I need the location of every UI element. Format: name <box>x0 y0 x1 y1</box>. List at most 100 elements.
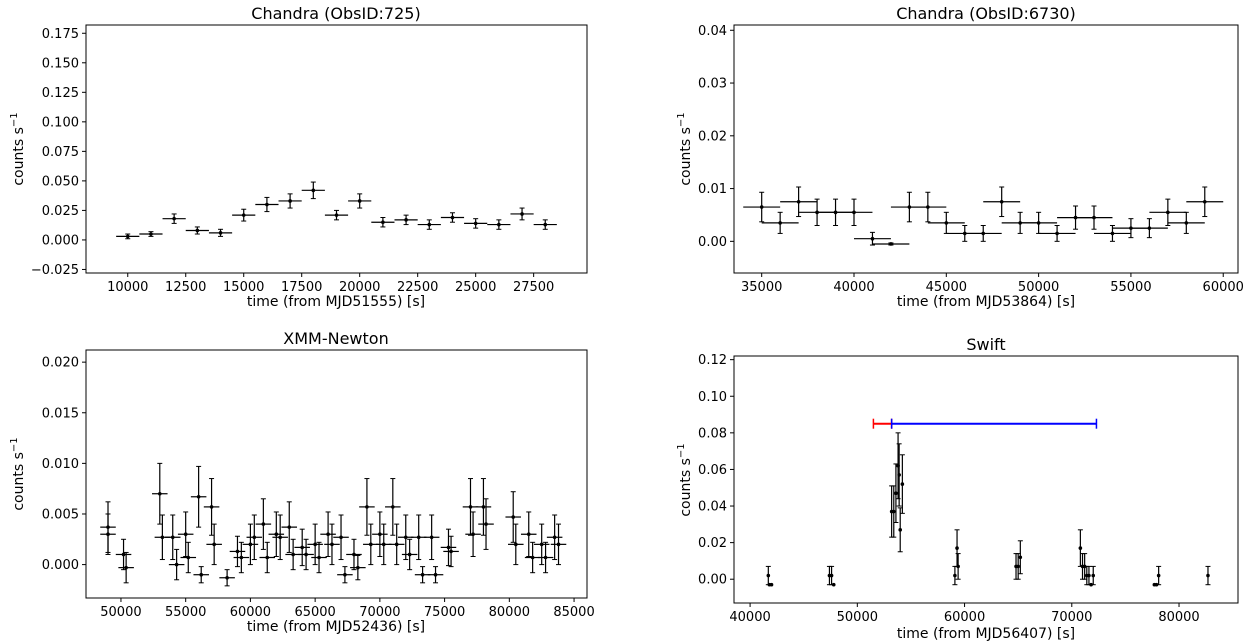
data-marker <box>1073 215 1078 220</box>
data-marker <box>1147 226 1152 230</box>
data-marker <box>330 542 334 547</box>
x-tick-label: 50000 <box>1018 280 1059 295</box>
data-point <box>780 186 818 218</box>
panel-swift: Swift 40000 50000 60000 70000 80000 0.00 0.02 0… <box>676 335 1239 642</box>
data-marker <box>278 535 282 540</box>
data-marker <box>1206 573 1210 578</box>
data-point <box>550 523 567 566</box>
data-marker <box>235 549 240 554</box>
data-marker <box>352 552 356 557</box>
data-point <box>410 514 427 561</box>
data-point <box>281 501 298 553</box>
data-marker <box>186 555 191 560</box>
data-point <box>872 242 910 246</box>
x-tick-label: 60000 <box>944 610 985 625</box>
data-marker <box>248 542 253 547</box>
data-point <box>298 538 314 571</box>
y-tick-label: −0.025 <box>31 263 79 278</box>
data-point <box>206 523 222 566</box>
data-point <box>537 541 554 574</box>
data-point <box>324 209 349 221</box>
data-point <box>765 565 771 586</box>
data-marker <box>956 564 960 569</box>
data-point <box>1167 211 1205 234</box>
data-marker <box>174 562 179 567</box>
data-point <box>465 511 481 557</box>
data-marker <box>291 552 295 557</box>
data-point <box>546 514 563 561</box>
data-point <box>242 523 259 566</box>
data-point <box>116 233 140 240</box>
x-tick-label: 40000 <box>833 280 874 295</box>
x-tick-label: 35000 <box>741 280 782 295</box>
x-tick-label: 12500 <box>165 280 206 295</box>
data-point <box>1090 565 1096 586</box>
y-tick-label: 0.175 <box>42 27 79 42</box>
data-point <box>440 212 465 223</box>
data-marker <box>891 509 896 514</box>
data-marker <box>889 242 893 246</box>
data-marker <box>157 491 162 496</box>
data-marker <box>497 222 501 227</box>
data-point <box>268 511 285 557</box>
data-marker <box>511 515 516 519</box>
data-point <box>372 511 388 557</box>
data-point <box>350 554 366 581</box>
data-marker <box>1202 199 1207 204</box>
data-point <box>1156 565 1162 586</box>
data-point <box>118 551 134 584</box>
data-marker <box>796 199 801 204</box>
data-marker <box>1087 573 1091 578</box>
data-point <box>259 541 276 574</box>
data-marker <box>429 535 434 540</box>
panel-marks: 50000 55000 60000 65000 70000 75000 80000 85000… <box>42 356 595 620</box>
x-axis-label: time (from MJD52436) [s] <box>247 619 425 635</box>
y-tick-label: 0.02 <box>698 129 727 144</box>
data-marker <box>241 213 246 217</box>
data-marker <box>944 221 949 225</box>
data-marker <box>450 215 455 220</box>
data-marker <box>365 505 369 509</box>
x-tick-label: 55000 <box>1110 280 1151 295</box>
x-tick-label: 50000 <box>100 605 141 620</box>
data-marker <box>446 545 451 550</box>
data-point <box>203 478 220 536</box>
x-tick-label: 50000 <box>837 610 878 625</box>
y-tick-label: 0.12 <box>698 353 727 368</box>
y-tick-label: 0.04 <box>698 24 727 39</box>
panel-xmm-newton: XMM-Newton 50000 55000 60000 65000 70000 7500… <box>9 329 595 635</box>
data-marker <box>404 218 408 222</box>
data-marker <box>261 522 266 526</box>
data-marker <box>999 199 1004 204</box>
data-marker <box>311 188 316 193</box>
panel-chandra-6730: Chandra (ObsID:6730) 35000 40000 45000 5000… <box>676 4 1244 310</box>
data-point <box>346 538 362 571</box>
x-tick-label: 70000 <box>359 605 400 620</box>
x-tick-label: 45000 <box>926 280 967 295</box>
data-marker <box>407 552 412 557</box>
data-marker <box>897 473 901 477</box>
data-point <box>301 181 325 200</box>
data-point <box>185 226 209 235</box>
plot-frame <box>85 349 588 599</box>
data-marker <box>343 572 347 577</box>
data-point <box>854 231 891 246</box>
data-marker <box>556 542 561 547</box>
panel-marks: 35000 40000 45000 50000 55000 60000 0.00 0.01 0.… <box>698 24 1244 295</box>
data-marker <box>829 573 834 578</box>
data-point <box>359 478 375 536</box>
data-point <box>508 523 524 566</box>
y-tick-label: 0.075 <box>42 145 79 160</box>
x-axis-label: time (from MJD51555) [s] <box>247 294 425 310</box>
data-point <box>219 569 235 587</box>
x-tick-label: 55000 <box>165 605 206 620</box>
data-point <box>232 208 256 222</box>
plot-frame <box>733 24 1239 274</box>
data-point <box>139 231 163 237</box>
data-point <box>520 511 537 557</box>
data-point <box>524 541 541 574</box>
x-tick-label: 27500 <box>513 280 554 295</box>
data-marker <box>759 205 764 209</box>
data-marker <box>106 532 110 537</box>
y-tick-label: 0.125 <box>42 86 79 101</box>
